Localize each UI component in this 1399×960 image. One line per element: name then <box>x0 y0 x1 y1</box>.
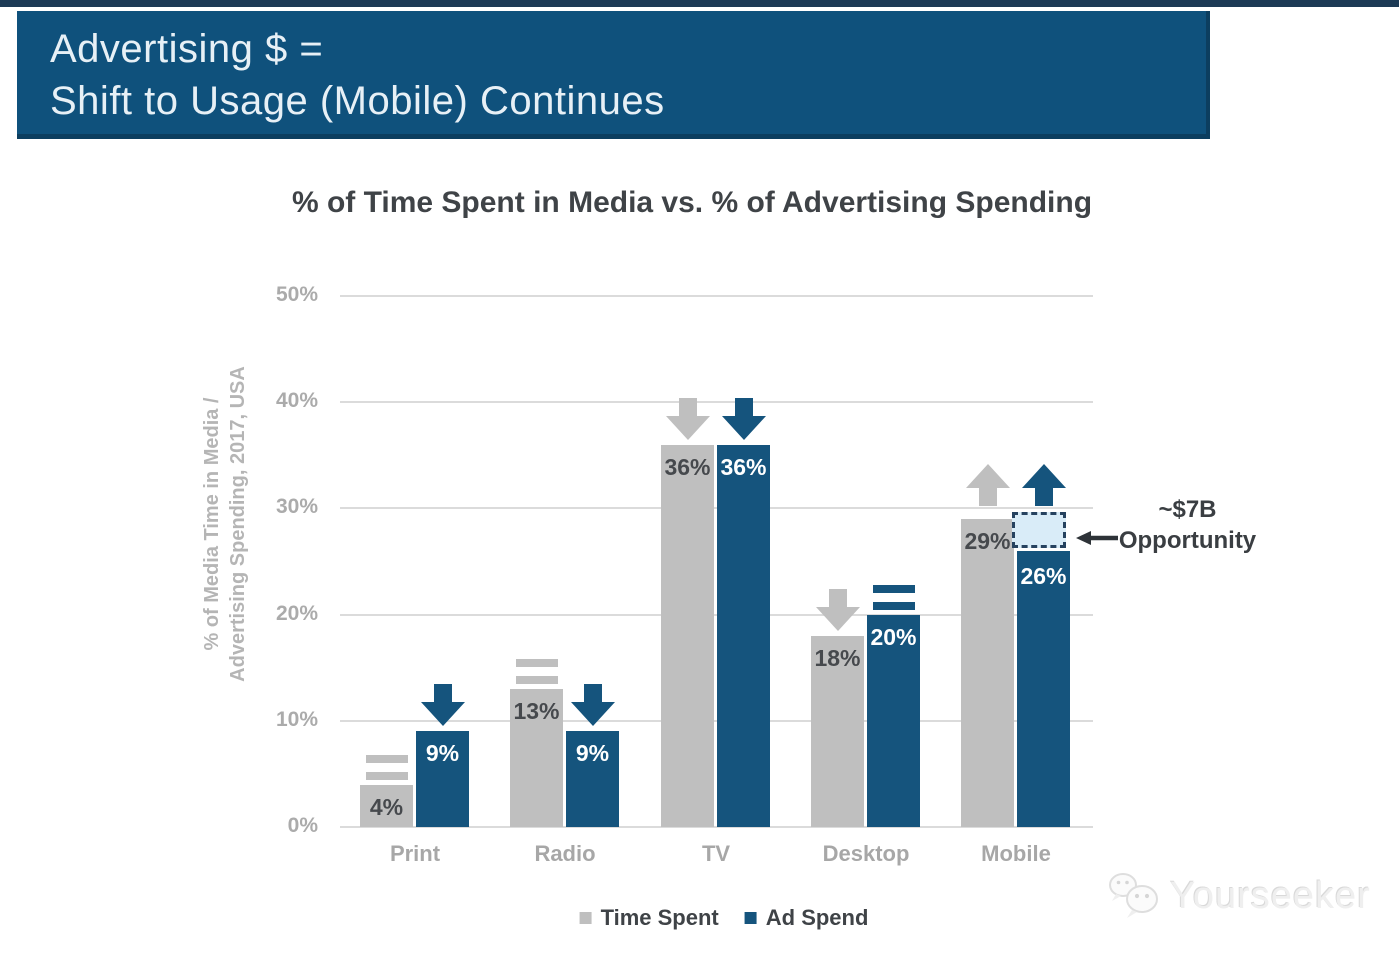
value-label-tv-time-spent: 36% <box>664 454 711 480</box>
legend-label-time-spent: Time Spent <box>600 905 719 930</box>
category-label-print: Print <box>389 841 441 866</box>
value-label-print-time-spent: 4% <box>369 794 404 820</box>
opportunity-gap-box <box>1012 512 1066 548</box>
ad-spend-swatch-icon <box>744 912 757 924</box>
bar-radio-time-spent <box>510 689 563 827</box>
gridline-0 <box>340 826 1093 828</box>
left-arrow-icon <box>1076 531 1118 545</box>
value-label-mobile-time-spent: 29% <box>964 528 1011 554</box>
trend-down-icon <box>420 684 465 731</box>
y-tick-label: 40% <box>275 389 318 412</box>
value-label-tv-ad-spend: 36% <box>720 454 767 480</box>
bar-print-time-spent <box>360 785 413 827</box>
bar-mobile-time-spent <box>961 519 1014 827</box>
value-label-radio-time-spent: 13% <box>513 698 560 724</box>
legend-item-time-spent: Time Spent <box>579 905 719 931</box>
trend-equal-icon <box>365 755 408 780</box>
bar-tv-time-spent <box>661 445 714 827</box>
trend-down-icon <box>815 589 860 636</box>
opportunity-label: Opportunity <box>1118 527 1257 554</box>
trend-up-icon <box>965 464 1010 511</box>
slide-header: Advertising $ = Shift to Usage (Mobile) … <box>17 11 1210 139</box>
bar-print-ad-spend <box>416 731 469 827</box>
time-spent-swatch-icon <box>579 912 592 924</box>
chart-title: % of Time Spent in Media vs. % of Advert… <box>291 186 1093 219</box>
trend-up-icon <box>1021 464 1066 511</box>
bar-desktop-ad-spend <box>867 615 920 827</box>
category-label-mobile: Mobile <box>981 841 1051 866</box>
y-axis-title-line1: % of Media Time in Media / <box>201 397 223 651</box>
category-label-tv: TV <box>701 841 731 866</box>
trend-down-icon <box>665 398 710 445</box>
opportunity-amount: ~$7B <box>1158 496 1217 523</box>
trend-down-icon <box>721 398 766 445</box>
bar-desktop-time-spent <box>811 636 864 827</box>
chart-legend: Time Spent Ad Spend <box>579 905 869 931</box>
y-tick-label: 50% <box>275 283 318 306</box>
y-tick-label: 0% <box>287 814 318 837</box>
legend-item-ad-spend: Ad Spend <box>744 905 869 931</box>
header-title-line1: Advertising $ = <box>50 27 324 71</box>
y-tick-label: 30% <box>275 495 318 518</box>
top-strip <box>0 0 1399 7</box>
header-title-line2: Shift to Usage (Mobile) Continues <box>50 79 665 123</box>
y-tick-label: 10% <box>275 708 318 731</box>
gridline-30 <box>340 507 1093 509</box>
trend-equal-icon <box>515 659 558 684</box>
value-label-radio-ad-spend: 9% <box>575 740 610 766</box>
value-label-desktop-time-spent: 18% <box>814 645 861 671</box>
watermark: Yourseeker <box>1106 870 1371 922</box>
value-label-desktop-ad-spend: 20% <box>870 624 917 650</box>
category-label-desktop: Desktop <box>822 841 910 866</box>
value-label-mobile-ad-spend: 26% <box>1020 563 1067 589</box>
bar-tv-ad-spend <box>717 445 770 827</box>
category-label-radio: Radio <box>534 841 596 866</box>
y-axis-title-line2: Advertising Spending, 2017, USA <box>227 366 249 682</box>
bar-mobile-ad-spend <box>1017 551 1070 827</box>
value-label-print-ad-spend: 9% <box>425 740 460 766</box>
gridline-40 <box>340 401 1093 403</box>
chat-bubbles-icon <box>1109 873 1158 918</box>
gridline-10 <box>340 720 1093 722</box>
trend-down-icon <box>570 684 615 731</box>
trend-equal-icon <box>872 585 915 610</box>
opportunity-annotation: ~$7B Opportunity <box>1110 494 1265 556</box>
gridline-50 <box>340 295 1093 297</box>
gridline-20 <box>340 614 1093 616</box>
y-axis-title: % of Media Time in Media / Advertising S… <box>199 214 251 834</box>
y-tick-label: 20% <box>275 602 318 625</box>
bar-radio-ad-spend <box>566 731 619 827</box>
watermark-label: Yourseeker <box>1170 874 1371 917</box>
legend-label-ad-spend: Ad Spend <box>765 905 869 930</box>
